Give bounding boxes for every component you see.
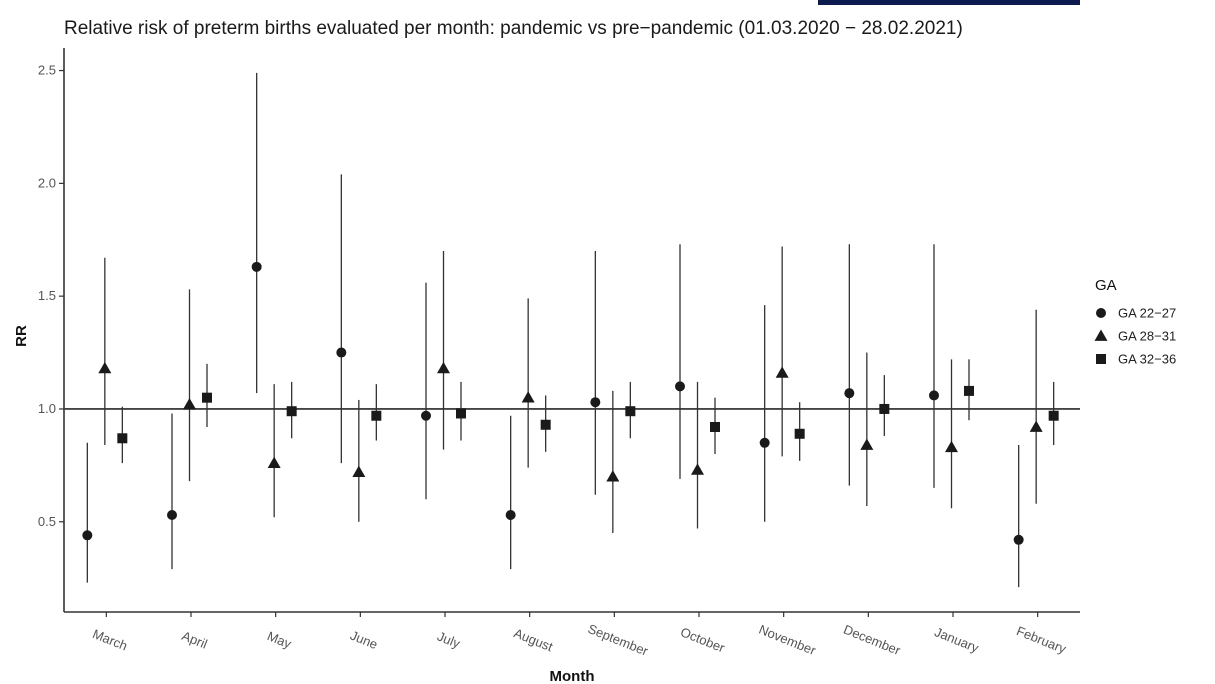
data-point-circle [675, 381, 685, 391]
x-tick-label: February [1014, 623, 1068, 657]
data-point-circle [506, 510, 516, 520]
y-tick-label: 0.5 [38, 514, 56, 529]
data-point-square [117, 433, 127, 443]
chart-title: Relative risk of preterm births evaluate… [64, 18, 963, 39]
data-point-square [1049, 411, 1059, 421]
data-point-triangle [860, 439, 873, 450]
x-tick-label: March [90, 626, 129, 653]
x-tick-label: November [757, 622, 819, 659]
data-point-square [625, 406, 635, 416]
x-tick-label: May [265, 628, 294, 651]
legend-circle-icon [1096, 308, 1106, 318]
data-point-square [541, 420, 551, 430]
data-point-square [202, 393, 212, 403]
y-tick-label: 1.0 [38, 401, 56, 416]
y-tick-label: 1.5 [38, 288, 56, 303]
data-point-triangle [183, 398, 196, 409]
data-point-circle [760, 438, 770, 448]
data-point-triangle [691, 463, 704, 474]
x-tick-label: June [348, 628, 380, 652]
data-point-circle [82, 530, 92, 540]
data-point-circle [590, 397, 600, 407]
data-point-triangle [522, 391, 535, 402]
data-point-circle [167, 510, 177, 520]
data-point-triangle [945, 441, 958, 452]
data-point-square [879, 404, 889, 414]
legend-label: GA 32−36 [1118, 352, 1176, 367]
plot-area: 0.5 1.0 1.5 2.0 2.5 March April May June July Augu… [38, 48, 1080, 659]
data-point-circle [844, 388, 854, 398]
data-point-triangle [352, 466, 365, 477]
data-point-circle [929, 390, 939, 400]
legend-triangle-icon [1095, 330, 1108, 341]
data-point-triangle [1030, 421, 1043, 432]
data-point-circle [336, 348, 346, 358]
legend-square-icon [1096, 354, 1106, 364]
x-tick-label: August [512, 625, 556, 654]
legend: GA GA 22−27 GA 28−31 GA 32−36 [1095, 277, 1177, 367]
x-tick-label: December [841, 622, 903, 659]
data-point-triangle [268, 457, 281, 468]
header-accent-bar [818, 0, 1080, 5]
data-point-circle [421, 411, 431, 421]
x-tick-label: January [932, 624, 981, 655]
data-point-triangle [437, 362, 450, 373]
x-tick-label: September [586, 621, 651, 659]
data-point-square [795, 429, 805, 439]
data-point-square [287, 406, 297, 416]
x-tick-label: October [678, 624, 727, 655]
data-point-triangle [98, 362, 111, 373]
y-tick-label: 2.5 [38, 63, 56, 78]
x-tick-label: April [180, 628, 210, 652]
x-tick-label: July [435, 629, 463, 652]
data-point-circle [252, 262, 262, 272]
data-point-triangle [776, 366, 789, 377]
legend-title: GA [1095, 277, 1117, 294]
y-axis-title: RR [13, 325, 30, 347]
data-point-circle [1014, 535, 1024, 545]
legend-label: GA 22−27 [1118, 306, 1176, 321]
x-axis-title: Month [550, 668, 595, 684]
data-point-square [710, 422, 720, 432]
data-point-square [456, 408, 466, 418]
y-tick-label: 2.0 [38, 175, 56, 190]
data-point-square [964, 386, 974, 396]
data-point-triangle [606, 470, 619, 481]
legend-label: GA 28−31 [1118, 329, 1176, 344]
data-point-square [371, 411, 381, 421]
